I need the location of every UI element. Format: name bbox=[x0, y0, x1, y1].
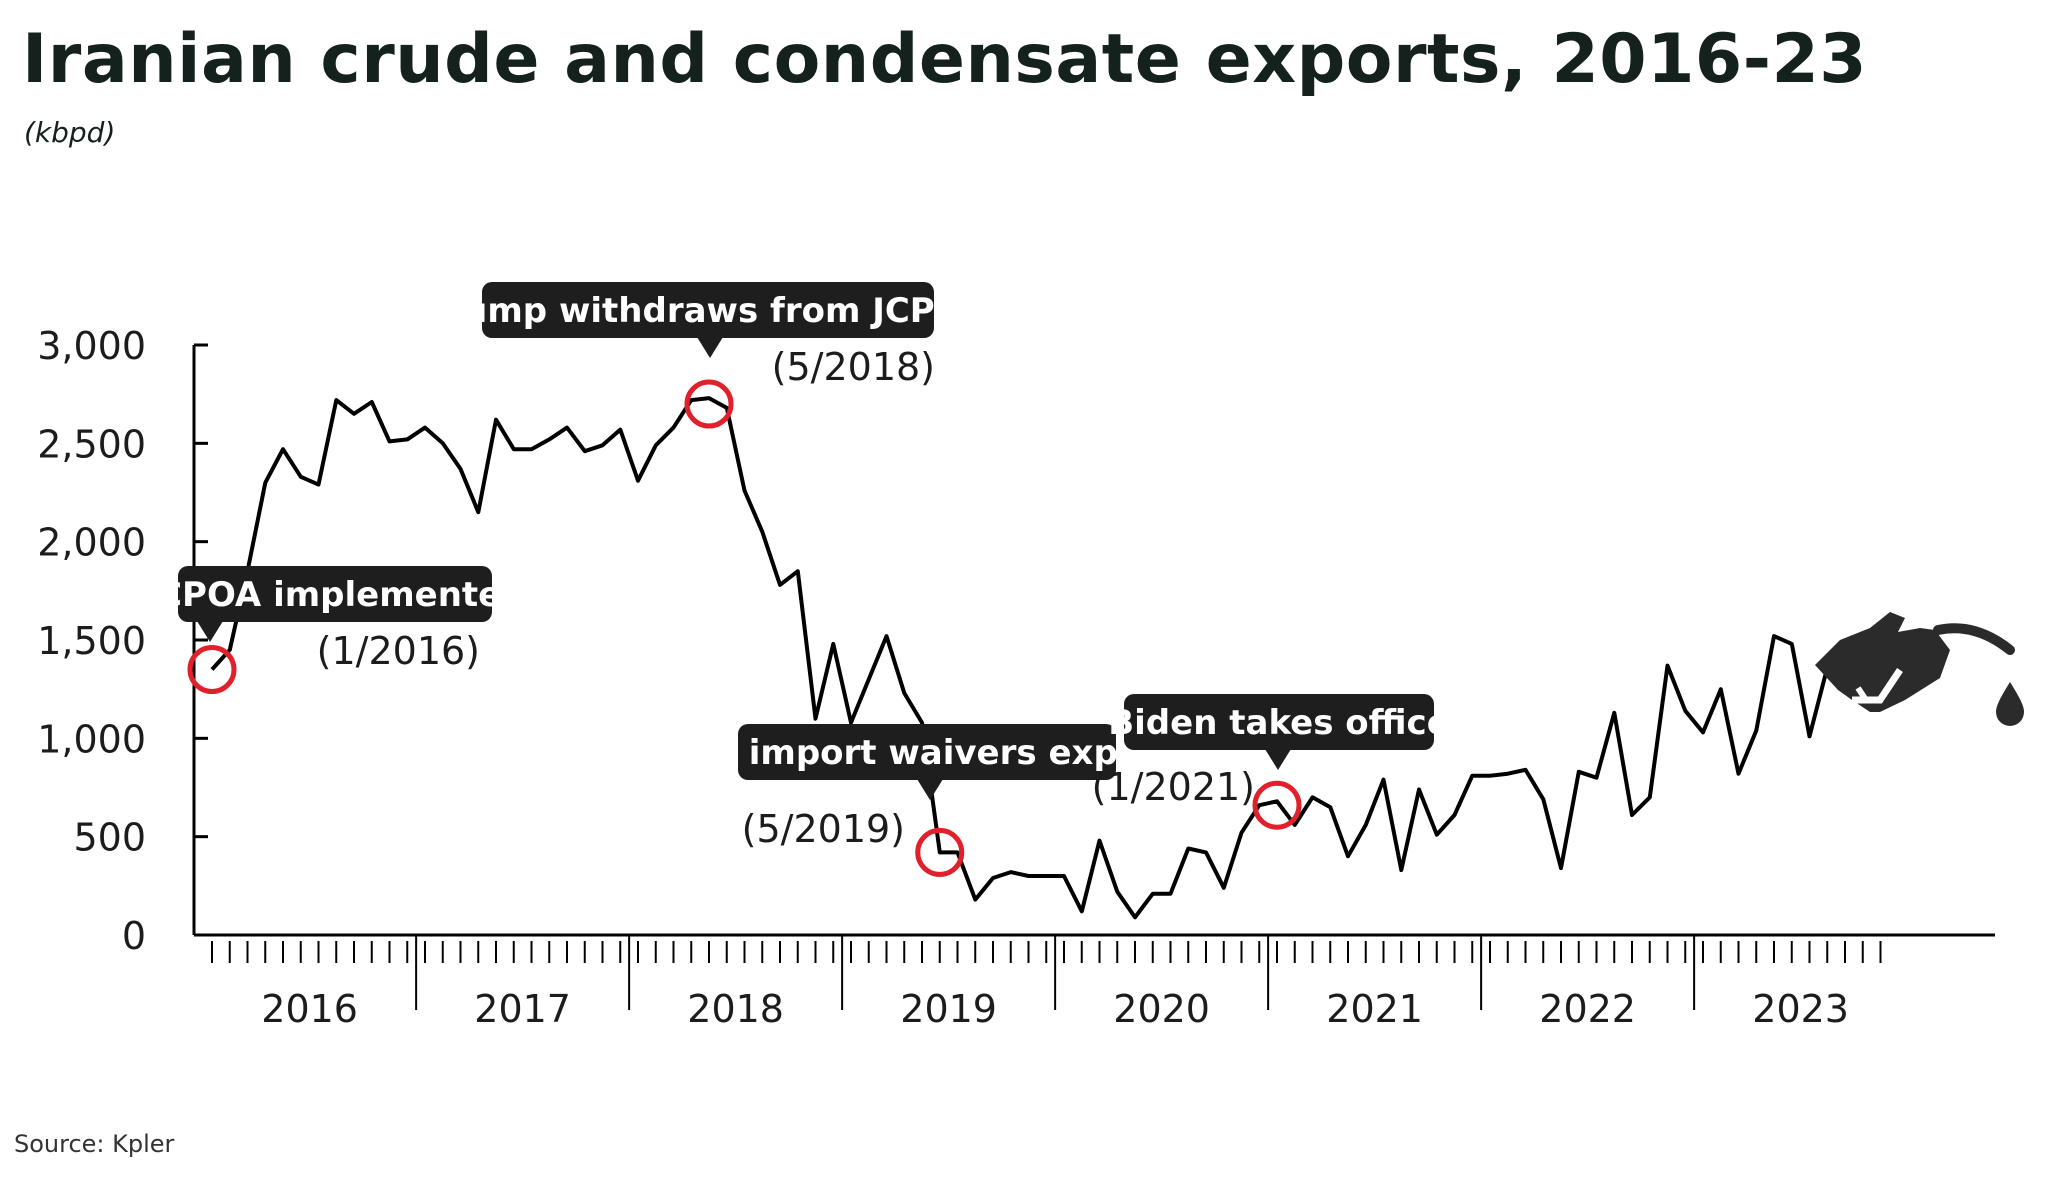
chart-annotations: JCPOA implemented (1/2016) Trump withdraws… bbox=[142, 282, 1450, 877]
callout-box bbox=[738, 724, 1116, 780]
callout-pointer bbox=[1265, 749, 1291, 770]
callout-pointer bbox=[197, 621, 223, 642]
y-tick-label: 2,000 bbox=[37, 521, 146, 565]
y-tick-label: 500 bbox=[73, 816, 146, 860]
highlight-circle bbox=[684, 379, 734, 429]
y-tick-label: 1,000 bbox=[37, 717, 146, 761]
fuel-pump-nozzle-icon bbox=[1815, 612, 2015, 712]
series-line bbox=[210, 396, 1830, 920]
callout-date: (1/2016) bbox=[317, 629, 480, 673]
source-note: Source: Kpler bbox=[14, 1130, 175, 1158]
callout-pointer bbox=[917, 779, 943, 800]
callout-date: (5/2018) bbox=[772, 345, 935, 389]
chart-subtitle-units: (kbpd) bbox=[24, 116, 116, 149]
callout-date: (1/2021) bbox=[1092, 765, 1255, 809]
y-tick-label: 0 bbox=[122, 914, 146, 958]
highlight-circle bbox=[1252, 780, 1302, 830]
highlight-circle bbox=[915, 827, 965, 877]
y-tick-label: 3,000 bbox=[37, 324, 146, 368]
x-tick-label: 2020 bbox=[1113, 987, 1210, 1031]
callout-box bbox=[1124, 694, 1434, 750]
callout-label: Biden takes office bbox=[1108, 703, 1450, 743]
x-tick-label: 2018 bbox=[687, 987, 784, 1031]
callout-label: JCPOA implemented bbox=[142, 575, 525, 615]
oil-drop-icon bbox=[1996, 682, 2024, 726]
x-tick-label: 2023 bbox=[1752, 987, 1849, 1031]
callout-label: Oil import waivers expire bbox=[685, 733, 1170, 773]
chart-series bbox=[210, 396, 1830, 920]
y-tick-label: 2,500 bbox=[37, 422, 146, 466]
x-tick-label: 2022 bbox=[1539, 987, 1636, 1031]
x-tick-label: 2017 bbox=[474, 987, 571, 1031]
chart-title: Iranian crude and condensate exports, 20… bbox=[22, 20, 1868, 99]
callout-box bbox=[482, 282, 934, 338]
callout-box bbox=[178, 566, 492, 622]
x-tick-label: 2019 bbox=[900, 987, 997, 1031]
highlight-circle bbox=[187, 645, 237, 694]
x-tick-label: 2016 bbox=[261, 987, 358, 1031]
x-tick-label: 2021 bbox=[1326, 987, 1423, 1031]
y-tick-label: 1,500 bbox=[37, 619, 146, 663]
chart-axes: 0 500 1,000 1,500 2,000 2,500 3,000 2016 2017 201… bbox=[37, 324, 1995, 1031]
callout-label: Trump withdraws from JCPOA bbox=[427, 291, 990, 331]
callout-pointer bbox=[697, 337, 723, 358]
callout-date: (5/2019) bbox=[742, 807, 905, 851]
